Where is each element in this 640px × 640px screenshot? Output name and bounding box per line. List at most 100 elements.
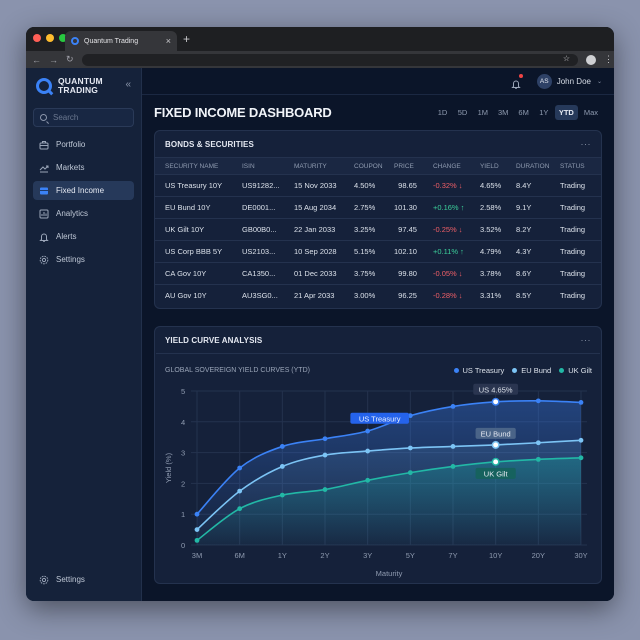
range-3m[interactable]: 3M	[497, 108, 509, 117]
table-row[interactable]: AU Gov 10Y AU3SG0... 21 Apr 2033 3.00% 96.25…	[155, 285, 601, 307]
data-point[interactable]	[407, 413, 413, 419]
data-point[interactable]	[407, 445, 413, 451]
data-point[interactable]	[578, 437, 584, 443]
range-1y[interactable]: 1Y	[539, 108, 549, 117]
data-point[interactable]	[194, 537, 200, 543]
range-max[interactable]: Max	[583, 108, 598, 117]
uk-10y-tooltip	[475, 467, 516, 479]
more-options-icon[interactable]: ···	[580, 139, 591, 149]
data-point[interactable]	[365, 428, 371, 434]
legend-dot-icon	[453, 368, 459, 373]
data-point[interactable]	[237, 506, 243, 512]
chevron-down-icon[interactable]: ⌄	[596, 78, 602, 85]
new-tab-button[interactable]: +	[183, 32, 191, 46]
sidebar-item-analytics[interactable]: Analytics	[33, 204, 134, 223]
table-row[interactable]: UK Gilt 10Y GB00B0... 22 Jan 2033 3.25% 97.4…	[155, 218, 601, 241]
close-tab-icon[interactable]: ×	[165, 36, 171, 46]
data-point[interactable]	[279, 444, 285, 449]
col-price[interactable]: PRICE	[384, 157, 423, 175]
data-point[interactable]	[237, 488, 243, 494]
col-security-name[interactable]: SECURITY NAME	[155, 157, 232, 175]
data-point[interactable]	[365, 448, 371, 454]
data-point[interactable]	[578, 399, 584, 405]
data-point[interactable]	[578, 455, 584, 461]
sidebar-bottom-settings[interactable]: Settings	[33, 570, 134, 589]
col-maturity[interactable]: MATURITY	[284, 157, 344, 175]
browser-menu-icon[interactable]: ⋮	[604, 54, 613, 64]
data-point[interactable]	[279, 464, 285, 469]
data-point[interactable]	[535, 398, 541, 404]
legend-us-treasury[interactable]: US Treasury	[453, 366, 504, 375]
sidebar-item-portfolio[interactable]: Portfolio	[33, 135, 134, 154]
data-point[interactable]	[322, 452, 328, 458]
range-6m[interactable]: 6M	[518, 108, 529, 117]
data-point[interactable]	[491, 457, 500, 466]
address-bar[interactable]: ☆	[81, 53, 578, 66]
user-name[interactable]: John Doe	[556, 76, 591, 86]
back-icon[interactable]: ←	[32, 54, 41, 65]
table-row[interactable]: US Corp BBB 5Y US2103... 10 Sep 2028 5.15% 1…	[155, 240, 601, 263]
cell-maturity: 10 Sep 2028	[284, 240, 344, 263]
sidebar-item-markets[interactable]: Markets	[33, 158, 134, 177]
data-point[interactable]	[450, 444, 456, 449]
sidebar-item-fixed-income[interactable]: Fixed Income	[33, 181, 134, 200]
close-window-button[interactable]	[33, 34, 41, 42]
cell-duration: 8.4Y	[505, 174, 550, 197]
col-status[interactable]: STATUS	[549, 157, 601, 175]
bookmark-star-icon[interactable]: ☆	[562, 53, 570, 63]
table-row[interactable]: EU Bund 10Y DE0001... 15 Aug 2034 2.75% 101.…	[155, 196, 601, 219]
table-row[interactable]: US Treasury 10Y US91282... 15 Nov 2033 4.50…	[155, 174, 601, 197]
data-point[interactable]	[322, 436, 328, 442]
data-point[interactable]	[535, 440, 541, 446]
data-point[interactable]	[365, 477, 371, 483]
sidebar-item-alerts[interactable]: Alerts	[33, 227, 134, 246]
legend-label: UK Gilt	[568, 366, 592, 375]
collapse-sidebar-icon[interactable]: «	[125, 79, 131, 90]
search-input[interactable]	[53, 113, 123, 122]
data-point[interactable]	[194, 527, 200, 532]
data-point[interactable]	[194, 511, 200, 517]
data-point[interactable]	[279, 492, 285, 498]
col-change[interactable]: CHANGE	[422, 157, 470, 175]
forward-icon[interactable]: →	[49, 54, 58, 65]
cell-name: UK Gilt 10Y	[155, 218, 232, 241]
data-point[interactable]	[450, 464, 456, 469]
line-uk-gilt[interactable]	[196, 457, 582, 542]
data-point[interactable]	[450, 404, 456, 409]
data-point[interactable]	[535, 456, 541, 462]
data-point[interactable]	[322, 487, 328, 492]
avatar[interactable]: AS	[536, 73, 552, 89]
minimize-window-button[interactable]	[46, 34, 54, 42]
cell-price: 96.25	[398, 291, 417, 301]
line-eu-bund[interactable]	[196, 439, 582, 531]
yield-curve-chart[interactable]: 0 1 2 3 4 5 3M 6M 1Y 2Y 3Y 5Y 7Y 10Y 20Y 30Y Maturity Yie…	[155, 327, 599, 583]
reload-icon[interactable]: ↻	[66, 54, 74, 64]
data-point[interactable]	[407, 470, 413, 476]
notifications-button[interactable]	[511, 74, 523, 89]
browser-tab[interactable]: Quantum Trading ×	[65, 31, 177, 51]
cell-name: US Treasury 10Y	[155, 174, 232, 197]
range-ytd[interactable]: YTD	[554, 105, 578, 120]
range-1m[interactable]: 1M	[477, 108, 488, 117]
range-1d[interactable]: 1D	[437, 108, 448, 117]
col-coupon[interactable]: COUPON	[344, 157, 384, 175]
cell-change: +0.11% ↑	[422, 240, 470, 263]
legend-uk-gilt[interactable]: UK Gilt	[559, 366, 592, 375]
col-yield[interactable]: YIELD	[469, 157, 506, 175]
data-point[interactable]	[237, 465, 243, 471]
legend-eu-bund[interactable]: EU Bund	[512, 366, 551, 375]
range-5d[interactable]: 5D	[457, 108, 468, 117]
data-point[interactable]	[491, 397, 500, 406]
maximize-window-button[interactable]	[59, 34, 67, 42]
search-box[interactable]	[33, 108, 134, 127]
cell-isin: US2103...	[232, 240, 284, 263]
sidebar-item-settings[interactable]: Settings	[33, 250, 134, 269]
col-duration[interactable]: DURATION	[505, 157, 550, 175]
main-content: AS John Doe ⌄ FIXED INCOME DASHBOARD 1D …	[142, 68, 614, 601]
data-point[interactable]	[491, 440, 500, 449]
col-isin[interactable]: ISIN	[232, 157, 284, 175]
cell-status: Trading	[549, 174, 601, 197]
profile-icon[interactable]	[586, 54, 596, 65]
table-row[interactable]: CA Gov 10Y CA1350... 01 Dec 2033 3.75% 99.80…	[155, 262, 601, 285]
more-options-icon[interactable]: ···	[580, 335, 591, 345]
